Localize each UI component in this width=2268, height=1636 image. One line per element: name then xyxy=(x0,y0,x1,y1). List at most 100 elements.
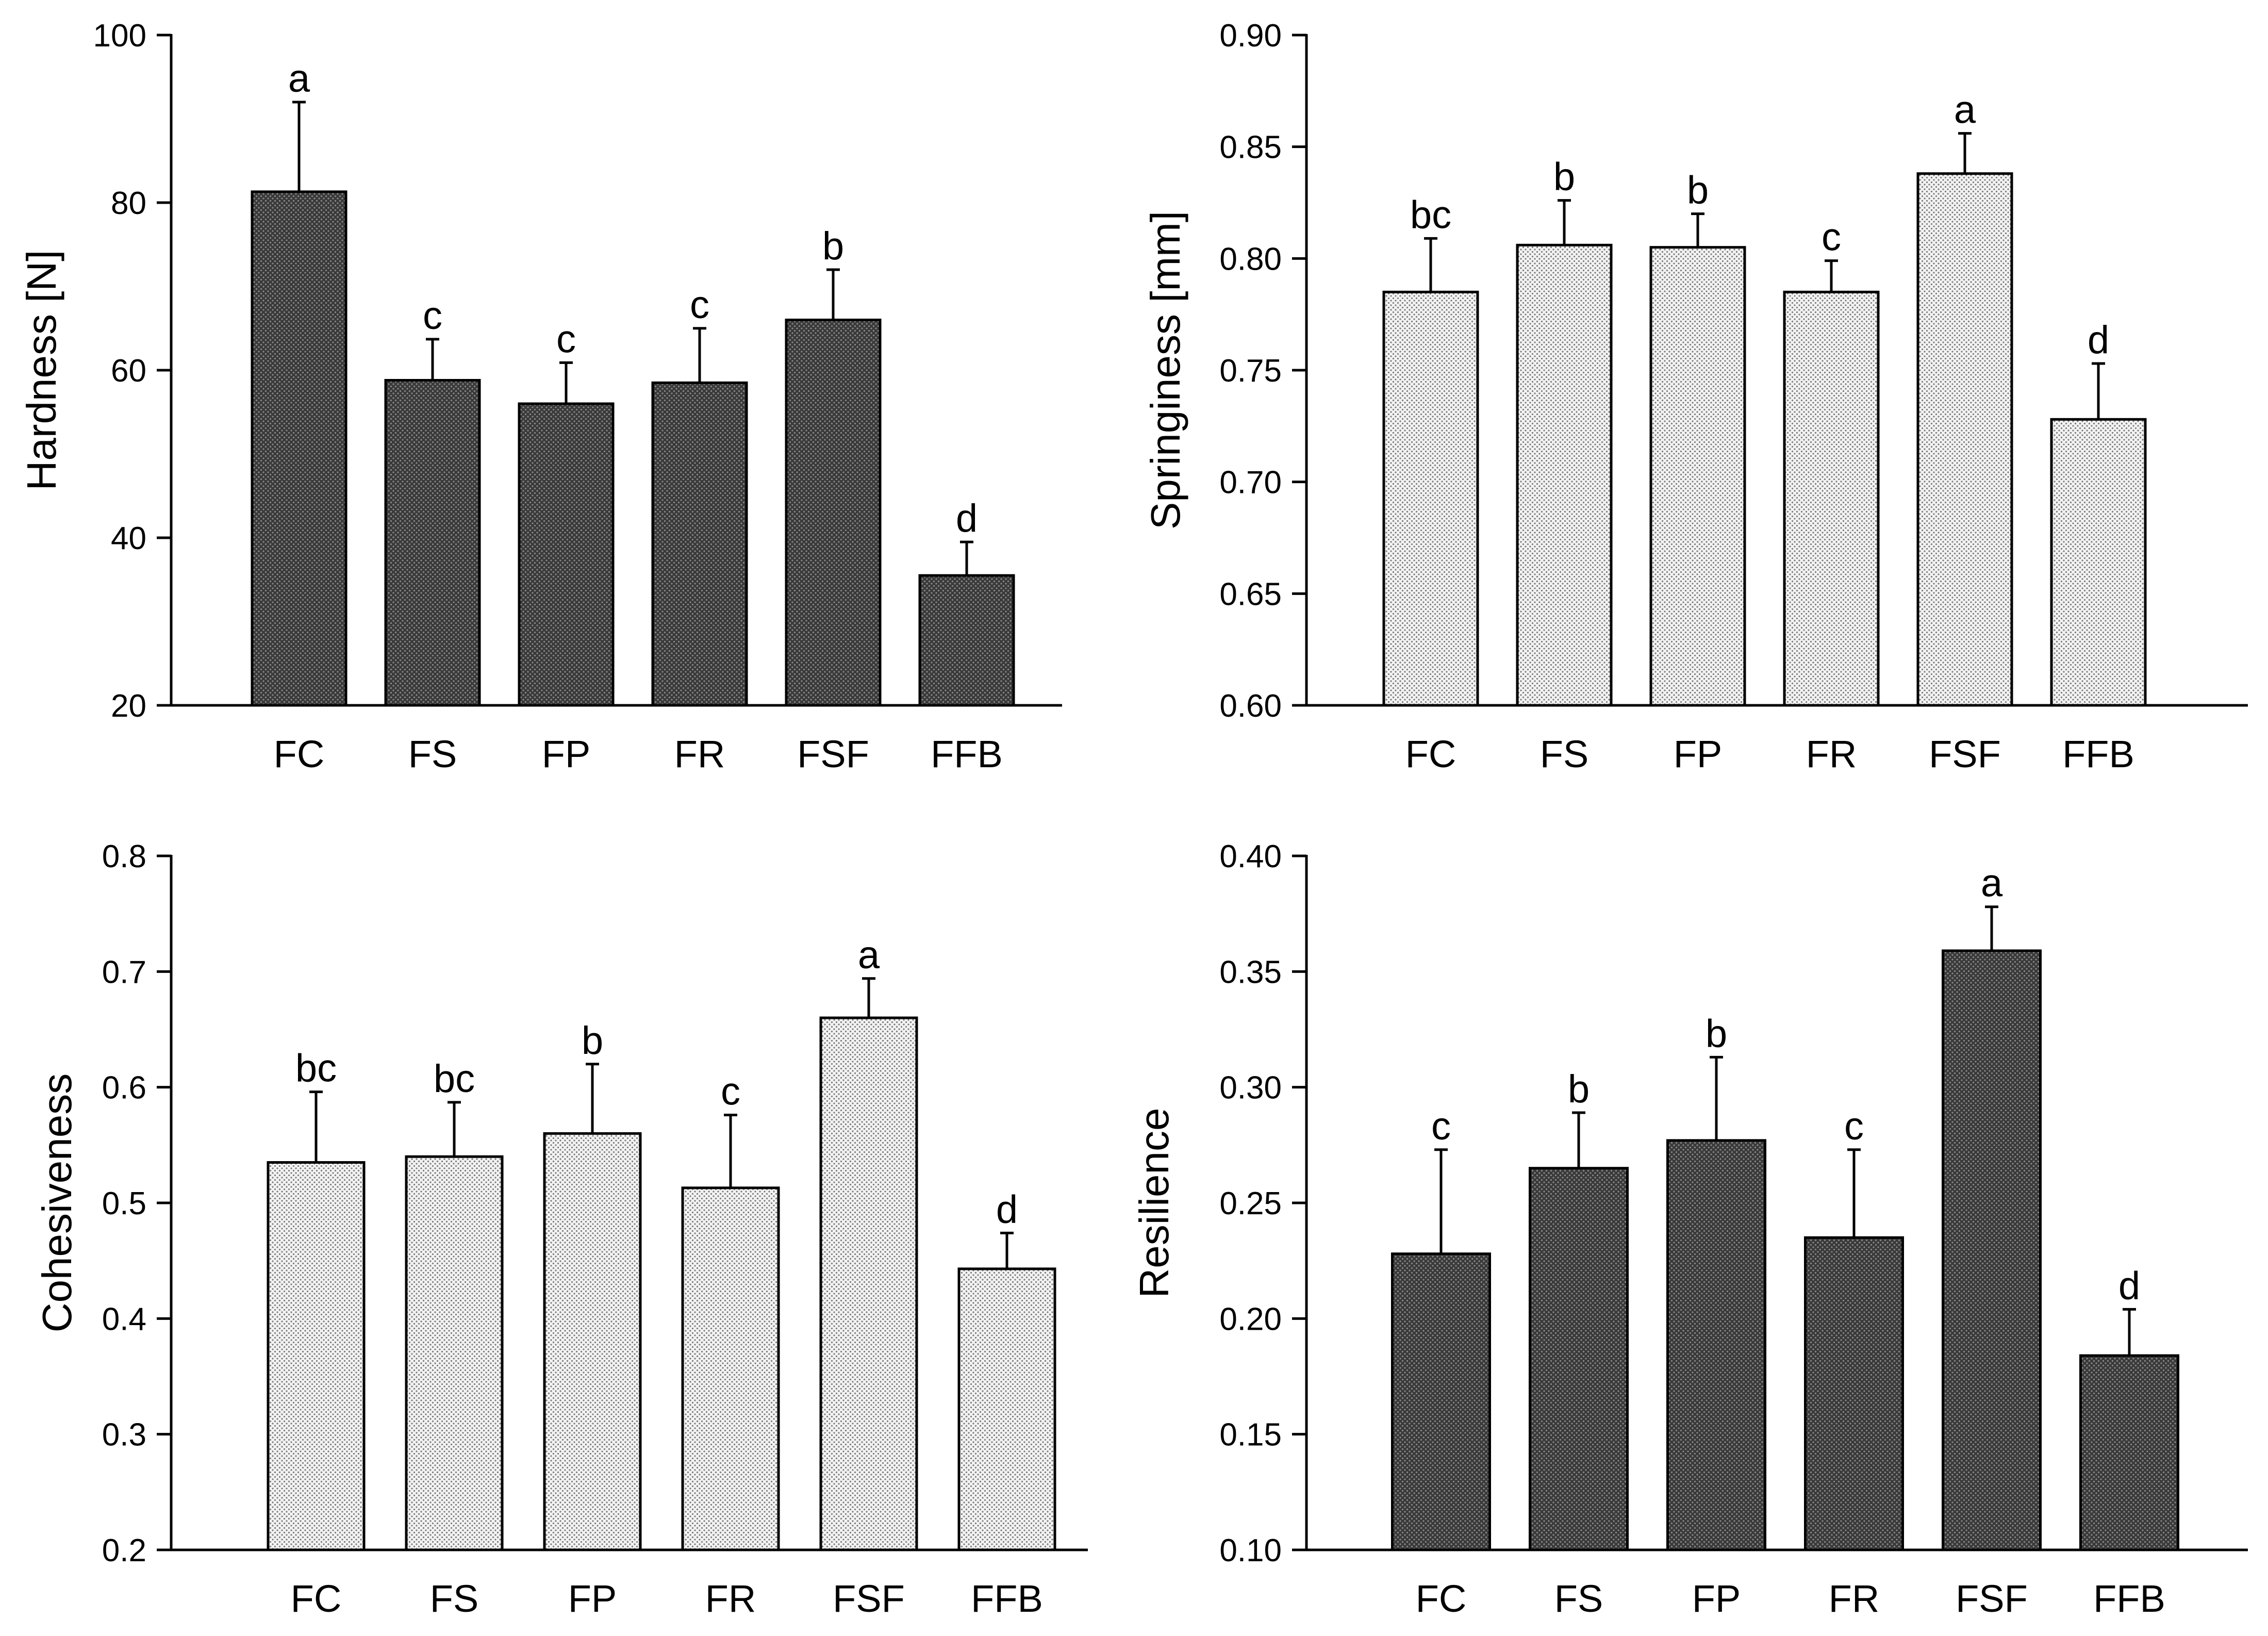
x-tick-label: FS xyxy=(430,1577,479,1620)
cohesiveness-chart: 0.20.30.40.50.60.70.8CohesivenessbcFCbcF… xyxy=(34,839,1088,1620)
x-tick-label: FR xyxy=(1829,1577,1880,1620)
significance-letter: c xyxy=(690,283,709,327)
bar xyxy=(819,1016,918,1551)
significance-letter: d xyxy=(2118,1264,2140,1308)
significance-letter: d xyxy=(2088,318,2109,362)
bar xyxy=(1529,1167,1629,1551)
bar xyxy=(651,381,748,707)
bar xyxy=(2050,418,2147,707)
y-tick-label: 0.60 xyxy=(1219,688,1282,724)
x-tick-label: FR xyxy=(1806,733,1857,775)
significance-letter: c xyxy=(721,1070,740,1114)
bar xyxy=(1516,243,1613,707)
significance-letter: c xyxy=(556,317,576,361)
bar xyxy=(1382,290,1479,707)
y-tick-label: 0.85 xyxy=(1219,130,1282,166)
bar xyxy=(785,319,882,707)
x-tick-label: FP xyxy=(1674,733,1723,775)
hardness-chart: 20 40 60 80 100 Hardness [N] a FC c FS c FP c FR b FSF d… xyxy=(19,18,1062,775)
x-tick-label: FS xyxy=(408,733,457,775)
significance-letter: d xyxy=(996,1187,1018,1231)
bar xyxy=(384,379,481,707)
x-tick-label: FSF xyxy=(1929,733,2001,775)
y-tick-label: 0.90 xyxy=(1219,18,1282,54)
significance-letter: bc xyxy=(1410,193,1451,237)
x-tick-label: FR xyxy=(674,733,725,775)
y-tick-label: 0.65 xyxy=(1219,576,1282,612)
x-tick-label: FC xyxy=(291,1577,342,1620)
y-tick-label: 0.20 xyxy=(1219,1301,1282,1337)
x-tick-label: FC xyxy=(1405,733,1456,775)
bar xyxy=(918,574,1015,707)
bar xyxy=(681,1186,780,1551)
significance-letter: c xyxy=(1844,1104,1864,1148)
y-tick-label: 0.6 xyxy=(102,1070,146,1106)
significance-letter: b xyxy=(1687,169,1709,212)
bar xyxy=(2079,1354,2179,1551)
significance-letter: c xyxy=(1822,216,1841,259)
significance-letter: bc xyxy=(295,1047,337,1090)
y-tick-label: 0.40 xyxy=(1219,839,1282,874)
y-tick-label: 0.4 xyxy=(102,1301,146,1337)
bar xyxy=(1916,172,2013,707)
significance-letter: b xyxy=(1568,1067,1590,1111)
significance-letter: a xyxy=(1954,88,1976,132)
y-tick-label: 0.75 xyxy=(1219,353,1282,389)
x-tick-label: FFB xyxy=(2062,733,2134,775)
y-axis-label: Hardness [N] xyxy=(19,250,64,491)
bar xyxy=(405,1155,504,1551)
bar xyxy=(251,190,347,707)
x-tick-label: FSF xyxy=(833,1577,905,1620)
significance-letter: bc xyxy=(434,1057,475,1101)
y-tick-label: 0.2 xyxy=(102,1533,146,1568)
bar xyxy=(518,402,615,707)
resilience-chart: 0.10 0.15 0.20 0.25 0.30 0.35 0.40 Resilience c F… xyxy=(1131,839,2248,1620)
bar xyxy=(543,1132,642,1551)
significance-letter: b xyxy=(1706,1012,1727,1055)
y-tick-label: 0.15 xyxy=(1219,1417,1282,1453)
significance-letter: a xyxy=(1981,862,2003,905)
x-tick-label: FC xyxy=(274,733,325,775)
x-tick-label: FP xyxy=(1692,1577,1741,1620)
y-tick-label: 0.3 xyxy=(102,1417,146,1453)
bar xyxy=(1942,949,2042,1551)
y-tick-label: 0.70 xyxy=(1219,465,1282,501)
x-tick-label: FFB xyxy=(931,733,1003,775)
y-tick-label: 0.35 xyxy=(1219,954,1282,990)
significance-letter: b xyxy=(1553,155,1575,199)
bar xyxy=(1391,1252,1491,1551)
significance-letter: c xyxy=(1431,1104,1451,1148)
significance-letter: a xyxy=(858,933,880,977)
y-tick-label: 0.10 xyxy=(1219,1533,1282,1568)
y-tick-label: 40 xyxy=(111,521,146,556)
x-tick-label: FS xyxy=(1540,733,1589,775)
y-tick-label: 100 xyxy=(93,18,146,54)
bar xyxy=(1783,290,1880,707)
y-tick-label: 80 xyxy=(111,186,146,221)
bar xyxy=(957,1267,1056,1551)
bar xyxy=(267,1161,366,1551)
y-tick-label: 0.8 xyxy=(102,839,146,874)
y-tick-label: 0.80 xyxy=(1219,241,1282,277)
significance-letter: a xyxy=(288,57,310,101)
significance-letter: c xyxy=(423,294,442,338)
y-tick-label: 0.25 xyxy=(1219,1186,1282,1221)
x-tick-label: FSF xyxy=(1956,1577,2028,1620)
x-tick-label: FFB xyxy=(2093,1577,2165,1620)
y-tick-label: 20 xyxy=(111,688,146,724)
y-axis-label: Resilience xyxy=(1131,1108,1177,1298)
springiness-chart: 0.60 0.65 0.70 0.75 0.80 0.85 0.90 Springiness … xyxy=(1143,18,2248,775)
y-tick-label: 0.7 xyxy=(102,954,146,990)
y-axis-label: Springiness [mm] xyxy=(1143,211,1188,530)
x-tick-label: FP xyxy=(568,1577,617,1620)
significance-letter: b xyxy=(582,1019,603,1063)
x-tick-label: FFB xyxy=(971,1577,1043,1620)
x-tick-label: FC xyxy=(1416,1577,1467,1620)
x-tick-label: FS xyxy=(1554,1577,1603,1620)
significance-letter: b xyxy=(822,224,844,268)
bar xyxy=(1666,1139,1766,1551)
significance-letter: d xyxy=(956,497,978,540)
y-tick-label: 60 xyxy=(111,353,146,389)
y-axis-label: Cohesiveness xyxy=(34,1073,80,1333)
